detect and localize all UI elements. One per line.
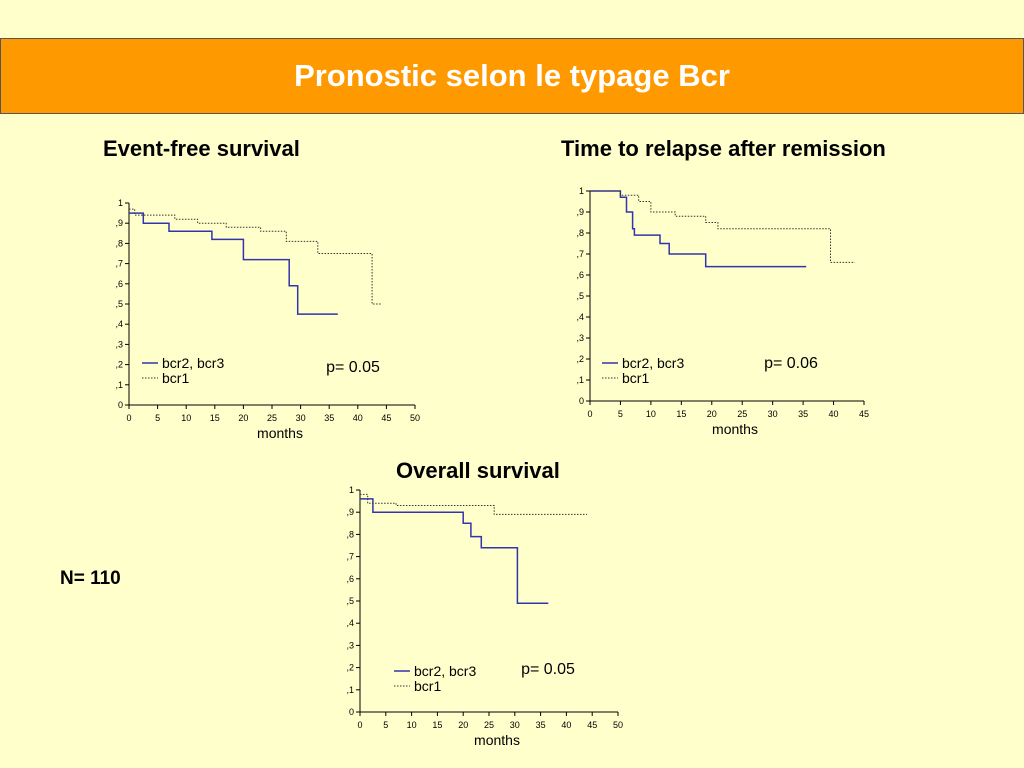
series-line-bcr2-bcr3 — [590, 190, 807, 268]
x-tick-label: 30 — [296, 413, 306, 423]
y-tick-label: ,8 — [115, 238, 123, 248]
p-value-annotation: p= 0.05 — [326, 359, 380, 376]
y-tick-label: ,2 — [346, 663, 354, 673]
y-tick-label: ,7 — [576, 249, 584, 259]
x-tick-label: 5 — [383, 720, 388, 730]
y-tick-label: ,8 — [576, 228, 584, 238]
y-tick-label: ,8 — [346, 529, 354, 539]
y-tick-label: 1 — [349, 485, 354, 495]
series-line-bcr1 — [590, 190, 855, 263]
p-value-annotation: p= 0.06 — [764, 355, 818, 372]
chart-title-relapse: Time to relapse after remission — [561, 136, 886, 161]
y-tick-label: 0 — [579, 396, 584, 406]
legend-label: bcr2, bcr3 — [622, 355, 684, 371]
y-tick-label: ,4 — [115, 319, 123, 329]
event-free-survival-chart: 0 5 10 15 20 25 30 35 40 45 50 0 ,1 ,2 ,3 ,4 ,5 ,6 ,7 ,8 ,9 1… — [115, 198, 420, 441]
x-tick-label: 10 — [646, 409, 656, 419]
x-tick-label: 15 — [432, 720, 442, 730]
y-tick-label: ,3 — [115, 339, 123, 349]
y-tick-label: ,9 — [346, 507, 354, 517]
y-tick-label: ,6 — [346, 574, 354, 584]
y-tick-label: 1 — [579, 186, 584, 196]
y-tick-label: 0 — [349, 707, 354, 717]
x-tick-label: 30 — [510, 720, 520, 730]
x-tick-label: 0 — [587, 409, 592, 419]
legend-label: bcr1 — [622, 370, 649, 386]
x-tick-label: 40 — [353, 413, 363, 423]
x-tick-label: 40 — [561, 720, 571, 730]
y-tick-label: ,5 — [115, 299, 123, 309]
x-tick-label: 25 — [737, 409, 747, 419]
x-tick-label: 25 — [267, 413, 277, 423]
y-tick-label: ,2 — [576, 354, 584, 364]
legend-label: bcr1 — [162, 370, 189, 386]
x-tick-label: 15 — [210, 413, 220, 423]
chart-title-event-free: Event-free survival — [103, 136, 300, 161]
x-tick-label: 40 — [829, 409, 839, 419]
y-tick-label: ,1 — [576, 375, 584, 385]
series-line-bcr2-bcr3 — [129, 212, 338, 315]
x-tick-label: 15 — [676, 409, 686, 419]
y-tick-label: ,1 — [346, 685, 354, 695]
overall-survival-chart: 0 5 10 15 20 25 30 35 40 45 50 0 ,1 ,2 ,3 ,4 ,5 ,6 ,7 ,8 ,9 1… — [346, 485, 623, 748]
y-tick-label: ,7 — [346, 552, 354, 562]
x-tick-label: 10 — [407, 720, 417, 730]
y-tick-label: ,6 — [576, 270, 584, 280]
y-tick-label: ,4 — [346, 618, 354, 628]
x-tick-label: 10 — [181, 413, 191, 423]
x-axis-label: months — [474, 732, 520, 748]
legend-label: bcr2, bcr3 — [414, 663, 476, 679]
x-axis-label: months — [712, 421, 758, 437]
y-tick-label: ,7 — [115, 259, 123, 269]
x-tick-label: 5 — [155, 413, 160, 423]
x-tick-label: 35 — [536, 720, 546, 730]
y-tick-label: ,2 — [115, 360, 123, 370]
y-tick-label: 0 — [118, 400, 123, 410]
chart-title-overall: Overall survival — [396, 458, 560, 483]
slide-title: Pronostic selon le typage Bcr — [294, 58, 730, 93]
series-line-bcr2-bcr3 — [360, 498, 549, 604]
x-tick-label: 50 — [410, 413, 420, 423]
x-tick-label: 5 — [618, 409, 623, 419]
y-tick-label: ,5 — [346, 596, 354, 606]
x-tick-label: 35 — [798, 409, 808, 419]
x-tick-label: 35 — [324, 413, 334, 423]
series-line-bcr1 — [129, 208, 381, 305]
y-tick-label: ,9 — [115, 218, 123, 228]
x-tick-label: 20 — [707, 409, 717, 419]
y-tick-label: ,1 — [115, 380, 123, 390]
y-tick-label: ,5 — [576, 291, 584, 301]
y-tick-label: ,9 — [576, 207, 584, 217]
x-tick-label: 20 — [458, 720, 468, 730]
series-line-bcr1 — [360, 493, 587, 515]
x-tick-label: 0 — [357, 720, 362, 730]
y-tick-label: ,4 — [576, 312, 584, 322]
x-tick-label: 45 — [587, 720, 597, 730]
sample-size-label: N= 110 — [60, 568, 121, 589]
x-axis-label: months — [257, 425, 303, 441]
relapse-time-chart: 0 5 10 15 20 25 30 35 40 45 0 ,1 ,2 ,3 ,4 ,5 ,6 ,7 ,8 ,9 1 mo… — [576, 186, 869, 437]
y-tick-label: 1 — [118, 198, 123, 208]
legend-label: bcr2, bcr3 — [162, 355, 224, 371]
x-tick-label: 45 — [859, 409, 869, 419]
y-tick-label: ,6 — [115, 279, 123, 289]
legend-label: bcr1 — [414, 678, 441, 694]
x-tick-label: 50 — [613, 720, 623, 730]
x-tick-label: 25 — [484, 720, 494, 730]
x-tick-label: 0 — [126, 413, 131, 423]
y-tick-label: ,3 — [346, 640, 354, 650]
p-value-annotation: p= 0.05 — [521, 661, 575, 678]
x-tick-label: 30 — [768, 409, 778, 419]
x-tick-label: 45 — [381, 413, 391, 423]
title-banner: Pronostic selon le typage Bcr — [0, 38, 1024, 114]
x-tick-label: 20 — [238, 413, 248, 423]
y-tick-label: ,3 — [576, 333, 584, 343]
